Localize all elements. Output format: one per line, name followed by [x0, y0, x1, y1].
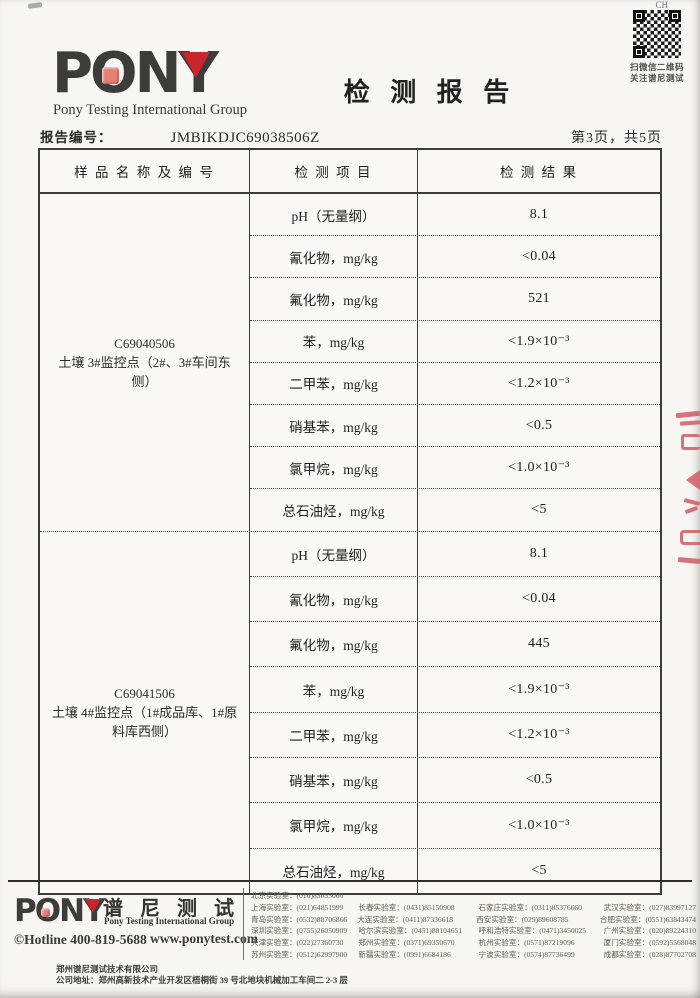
logo-o-square-icon	[102, 67, 119, 84]
item-cell: 二甲苯，mg/kg	[250, 362, 418, 404]
sample-code: C69040506	[114, 335, 175, 351]
sample-name: 土壤 4#监控点（1#成品库、1#原料库西侧）	[51, 704, 238, 739]
item-cell: 氟化物，mg/kg	[250, 622, 418, 667]
item-cell: 氰化物，mg/kg	[250, 576, 418, 622]
company-block: 郑州谱尼测试技术有限公司 公司地址：郑州高新技术产业开发区梧桐街 39 号北地块…	[56, 964, 348, 986]
sample-cell: C69040506 土壤 3#监控点（2#、3#车间东侧）	[40, 194, 250, 531]
report-no-value: JMBIKDJC69038506Z	[170, 130, 320, 146]
qr-code-icon	[633, 10, 681, 58]
lab-row: 上海实验室：(021)64851999 长春实验室：(0431)85150908…	[251, 902, 696, 912]
logo-y-triangle-icon	[182, 52, 210, 78]
table-row: 总石油烃，mg/kg <5	[250, 488, 660, 531]
table-row: 氟化物，mg/kg 445	[250, 621, 660, 667]
result-cell: <1.2×10⁻³	[508, 375, 570, 391]
result-cell: <1.9×10⁻³	[508, 682, 570, 698]
sample-section-1: C69040506 土壤 3#监控点（2#、3#车间东侧） pH（无量纲） 8.…	[40, 194, 660, 531]
logo-o-square-icon	[41, 908, 50, 917]
report-line: 报告编号： JMBIKDJC69038506Z 第3页，共5页	[40, 126, 662, 147]
result-cell: 8.1	[529, 545, 549, 561]
lab-row: 天津实验室：(022)27360730 郑州实验室：(0371)69350670…	[251, 938, 696, 948]
hotline: ©Hotline 400-819-5688	[14, 932, 147, 947]
header-item: 检 测 项 目	[250, 150, 418, 192]
result-cell: <1.9×10⁻³	[508, 333, 570, 349]
sample-cell: C69041506 土壤 4#监控点（1#成品库、1#原料库西侧）	[40, 531, 250, 893]
qr-caption: 扫微信二维码 关注谱尼测试	[629, 62, 684, 83]
lab-row: 苏州实验室：(0512)62997900 新疆实验室：(0991)6684186…	[251, 949, 696, 959]
header-sample: 样 品 名 称 及 编 号	[40, 150, 250, 192]
table-row: 氰化物，mg/kg <0.04	[250, 575, 660, 622]
website: www.ponytest.com	[150, 931, 258, 946]
footer: PONY 谱 尼 测 试 Pony Testing International …	[0, 884, 700, 998]
header-result: 检 测 结 果	[499, 165, 579, 180]
table-row: 氟化物，mg/kg 521	[250, 277, 660, 320]
footer-divider-line	[8, 880, 692, 882]
result-cell: <0.04	[522, 590, 556, 606]
result-cell: <5	[531, 501, 547, 517]
lab-row: 青岛实验室：(0532)88706866 大连实验室：(0411)8733661…	[251, 914, 696, 924]
table-row: 氯甲烷，mg/kg <1.0×10⁻³	[250, 446, 660, 489]
item-cell: 氯甲烷，mg/kg	[250, 447, 418, 489]
table-row: 总石油烃，mg/kg <5	[250, 847, 660, 893]
item-cell: 苯，mg/kg	[250, 667, 418, 712]
results-table: 样 品 名 称 及 编 号 检 测 项 目 检 测 结 果 C69040506 …	[38, 148, 662, 895]
item-cell: 总石油烃，mg/kg	[250, 489, 418, 531]
item-cell: 氰化物，mg/kg	[250, 236, 418, 278]
item-cell: 硝基苯，mg/kg	[250, 757, 418, 803]
page-title: 检 测 报 告	[343, 78, 517, 107]
sample-section-2: C69041506 土壤 4#监控点（1#成品库、1#原料库西侧） pH（无量纲…	[40, 530, 660, 893]
table-row: 氯甲烷，mg/kg <1.0×10⁻³	[250, 802, 660, 848]
table-row: 氰化物，mg/kg <0.04	[250, 235, 660, 278]
footer-logo-subtitle: Pony Testing International Group	[104, 916, 235, 926]
table-row: 二甲苯，mg/kg <1.2×10⁻³	[250, 711, 660, 757]
result-cell: <5	[531, 862, 547, 878]
table-row: pH（无量纲） 8.1	[250, 194, 660, 236]
item-cell: 苯，mg/kg	[250, 320, 418, 362]
table-row: 硝基苯，mg/kg <0.5	[250, 403, 660, 447]
footer-vertical-divider	[243, 888, 244, 960]
lab-phone-list: 北京实验室：(010)83055000 上海实验室：(021)64851999 …	[251, 890, 696, 961]
page-info: 第3页，共5页	[571, 131, 662, 146]
item-cell: 总石油烃，mg/kg	[250, 848, 418, 893]
logo-y-triangle-icon	[85, 899, 101, 913]
result-cell: <1.0×10⁻³	[508, 460, 570, 476]
qr-block: 扫微信二维码 关注谱尼测试	[628, 10, 686, 84]
result-cell: <0.04	[522, 248, 556, 264]
pony-logo: PONY	[52, 41, 219, 106]
sample-code: C69041506	[114, 685, 175, 701]
result-cell: <0.5	[525, 417, 553, 433]
item-cell: 氯甲烷，mg/kg	[250, 803, 418, 848]
lab-row: 深圳实验室：(0755)26050909 哈尔滨实验室：(0451)881046…	[251, 926, 696, 936]
sample-name: 土壤 3#监控点（2#、3#车间东侧）	[58, 354, 231, 389]
table-row: 苯，mg/kg <1.9×10⁻³	[250, 319, 660, 362]
item-cell: 二甲苯，mg/kg	[250, 712, 418, 757]
scan-artifact	[27, 2, 43, 9]
table-row: 硝基苯，mg/kg <0.5	[250, 756, 660, 803]
item-cell: 硝基苯，mg/kg	[250, 404, 418, 447]
item-cell: 氟化物，mg/kg	[250, 278, 418, 320]
table-row: pH（无量纲） 8.1	[250, 531, 660, 576]
table-header-row: 样 品 名 称 及 编 号 检 测 项 目 检 测 结 果	[40, 150, 660, 194]
report-no-label: 报告编号：	[40, 130, 113, 145]
company-name: 郑州谱尼测试技术有限公司	[56, 964, 159, 974]
result-cell: <1.0×10⁻³	[508, 817, 570, 833]
footer-pony-logo: PONY	[14, 893, 105, 929]
table-row: 苯，mg/kg <1.9×10⁻³	[250, 666, 660, 712]
result-cell: <1.2×10⁻³	[508, 727, 570, 743]
result-cell: 8.1	[529, 206, 549, 222]
red-stamp-fragment	[674, 410, 700, 572]
corner-mark: CH	[655, 0, 668, 10]
lab-row: 北京实验室：(010)83055000	[251, 891, 344, 900]
footer-logo-cn: 谱 尼 测 试	[103, 898, 240, 920]
logo-subtitle: Pony Testing International Group	[53, 102, 248, 118]
result-cell: 445	[528, 636, 550, 652]
company-address: 公司地址：郑州高新技术产业开发区梧桐街 39 号北地块机械加工车间二 2-3 层	[56, 975, 348, 985]
table-row: 二甲苯，mg/kg <1.2×10⁻³	[250, 361, 660, 404]
item-cell: pH（无量纲）	[250, 531, 418, 576]
item-cell: pH（无量纲）	[250, 194, 418, 236]
result-cell: 521	[528, 290, 550, 306]
result-cell: <0.5	[525, 772, 553, 788]
